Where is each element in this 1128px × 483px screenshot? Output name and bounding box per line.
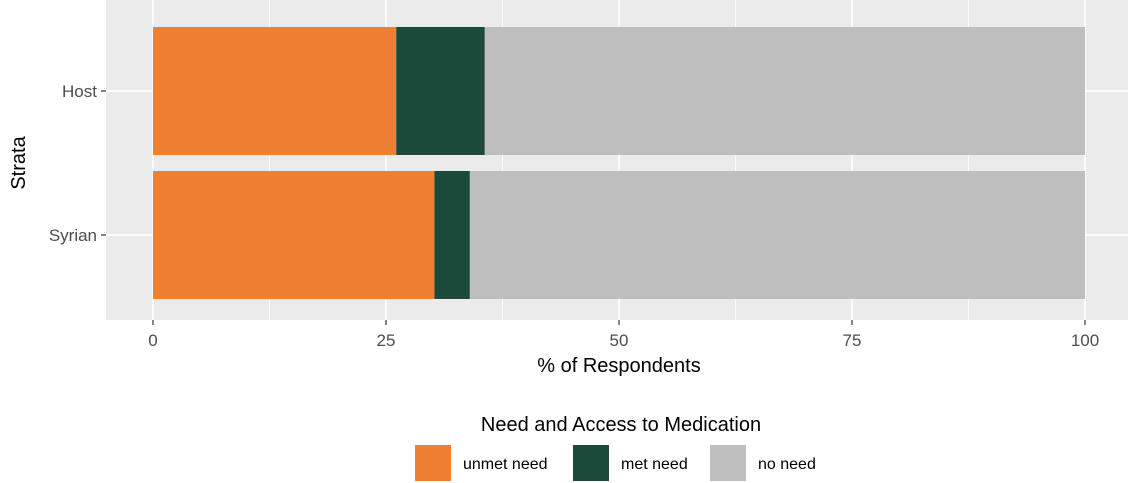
x-tick-label: 25 <box>377 331 396 350</box>
bar-syrian-met-need <box>434 171 470 299</box>
x-tick-label: 0 <box>148 331 157 350</box>
bar-host-met-need <box>396 27 485 155</box>
y-tick-label: Host <box>62 82 97 101</box>
bar-syrian-no-need <box>469 171 1085 299</box>
axes: 0 25 50 75 100 Host Syrian <box>49 82 1099 350</box>
bar-host-no-need <box>484 27 1085 155</box>
x-tick-label: 50 <box>610 331 629 350</box>
bar-syrian-unmet-need <box>153 171 435 299</box>
legend-key-no-need <box>710 445 746 481</box>
x-tick-label: 100 <box>1071 331 1099 350</box>
legend-title: Need and Access to Medication <box>481 414 761 436</box>
x-axis-title: % of Respondents <box>537 355 700 377</box>
bars <box>153 27 1085 299</box>
legend-label-no-need: no need <box>758 456 816 473</box>
legend-label-met-need: met need <box>621 456 688 473</box>
legend-key-met-need <box>573 445 609 481</box>
legend: Need and Access to Medication unmet need… <box>415 414 816 481</box>
x-tick-label: 75 <box>843 331 862 350</box>
y-axis-title: Strata <box>8 135 30 189</box>
y-tick-label: Syrian <box>49 226 97 245</box>
legend-label-unmet-need: unmet need <box>463 456 548 473</box>
legend-key-unmet-need <box>415 445 451 481</box>
bar-host-unmet-need <box>153 27 397 155</box>
